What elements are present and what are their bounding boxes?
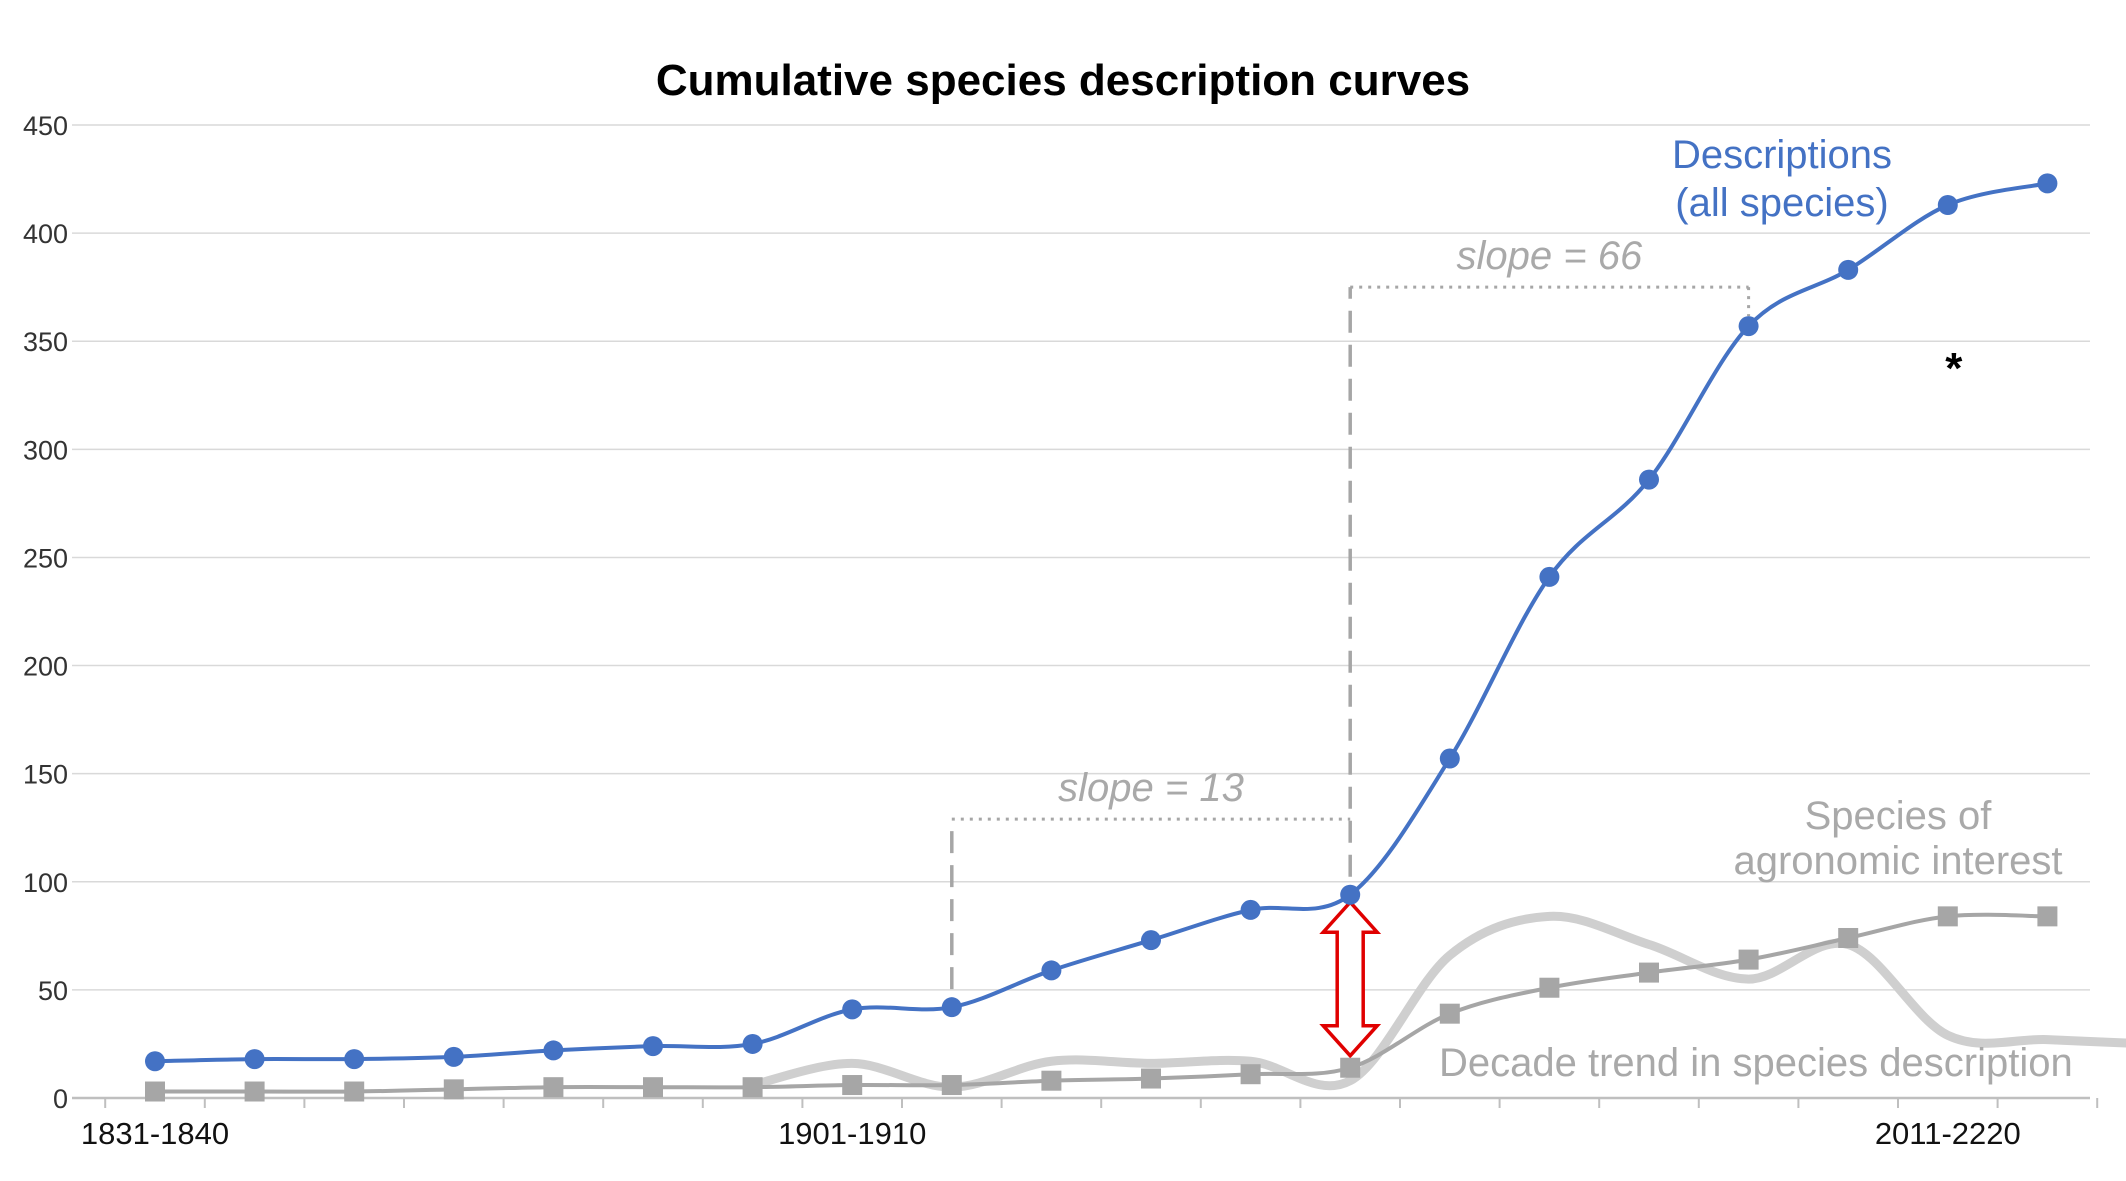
data-point (643, 1077, 663, 1098)
data-point (244, 1049, 265, 1070)
data-point (1340, 884, 1361, 905)
data-point (1041, 960, 1062, 981)
series-line (748, 911, 2126, 1092)
series-label: agronomic interest (1733, 839, 2062, 883)
chart-title: Cumulative species description curves (656, 56, 1470, 105)
data-point (742, 1033, 763, 1054)
data-point (2037, 906, 2058, 927)
slope-label: slope = 66 (1457, 234, 1643, 278)
y-axis-ticks: 0 50 100 150 200 250 300 350 400 450 (23, 111, 68, 1114)
data-point (145, 1051, 165, 1072)
data-point (1240, 899, 1261, 920)
data-point (344, 1081, 365, 1102)
double-arrow (1319, 899, 1382, 1059)
data-point (344, 1049, 365, 1070)
data-point (941, 997, 962, 1018)
data-point (1439, 1003, 1460, 1024)
slope-label: slope = 13 (1058, 766, 1244, 810)
data-point (1738, 949, 1759, 970)
y-tick-label: 150 (23, 760, 68, 790)
data-point (1539, 977, 1560, 998)
x-tick-label: 1831-1840 (81, 1116, 229, 1151)
data-point (1937, 906, 1958, 927)
data-point (842, 1075, 863, 1096)
y-tick-label: 250 (23, 543, 68, 573)
x-axis: 1831-1840 1901-1910 2011-2220 (81, 1098, 2099, 1151)
data-point (1539, 566, 1560, 587)
y-tick-label: 100 (23, 868, 68, 898)
annotations: slope = 13 slope = 66 * (950, 234, 1963, 1059)
data-point (145, 1081, 165, 1102)
data-point (443, 1046, 464, 1067)
y-tick-label: 200 (23, 652, 68, 682)
data-point (244, 1081, 265, 1102)
data-point (941, 1075, 962, 1096)
y-tick-label: 350 (23, 327, 68, 357)
y-tick-label: 50 (38, 976, 68, 1006)
y-tick-label: 300 (23, 435, 68, 465)
series-label: Species of (1805, 794, 1993, 838)
series-labels: Descriptions(all species) Species ofagron… (1439, 133, 2073, 1085)
series-line (153, 181, 2050, 1064)
data-point (1738, 316, 1759, 337)
x-tick-label: 1901-1910 (778, 1116, 926, 1151)
data-point (543, 1077, 564, 1098)
asterisk: * (1945, 344, 1963, 393)
series-label: Descriptions (1672, 133, 1892, 177)
series-label: Decade trend in species description (1439, 1041, 2073, 1085)
y-tick-label: 400 (23, 219, 68, 249)
data-point (543, 1040, 564, 1061)
data-point (1041, 1070, 1062, 1091)
data-point (2037, 173, 2058, 194)
data-point (1439, 748, 1460, 769)
y-tick-label: 450 (23, 111, 68, 141)
data-point (1141, 930, 1161, 951)
data-point (1340, 1057, 1361, 1078)
data-point (643, 1036, 663, 1057)
data-point (1937, 195, 1958, 216)
data-point (1838, 927, 1859, 948)
data-point (842, 999, 863, 1020)
gridlines (72, 124, 2090, 1100)
data-point (742, 1077, 763, 1098)
data-point (1838, 259, 1859, 280)
data-point (1639, 962, 1659, 983)
series-group (145, 173, 2126, 1102)
data-point (1141, 1068, 1161, 1089)
x-tick-label: 2011-2220 (1875, 1116, 2021, 1151)
data-point (1639, 469, 1659, 490)
data-point (443, 1079, 464, 1100)
y-tick-label: 0 (53, 1084, 68, 1114)
series-label: (all species) (1675, 181, 1888, 225)
data-point (1240, 1064, 1261, 1085)
